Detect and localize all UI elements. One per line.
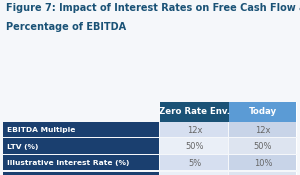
Text: 10%: 10%	[254, 159, 272, 168]
Text: 12x: 12x	[187, 126, 202, 135]
Bar	[3, 172, 160, 175]
Bar	[160, 155, 230, 172]
Bar	[3, 102, 297, 175]
Bar	[3, 154, 297, 155]
Bar	[230, 102, 296, 122]
Text: LTV (%): LTV (%)	[7, 144, 38, 150]
Bar	[160, 102, 230, 122]
Text: Today: Today	[249, 107, 277, 116]
Text: 12x: 12x	[255, 126, 271, 135]
Bar	[229, 155, 230, 172]
Bar	[160, 122, 230, 138]
Text: Illustrative Interest Rate (%): Illustrative Interest Rate (%)	[7, 160, 129, 166]
Text: 50%: 50%	[254, 142, 272, 151]
Bar	[3, 122, 160, 138]
Bar	[159, 155, 160, 172]
Bar	[229, 138, 230, 155]
Bar	[159, 138, 160, 155]
Text: Percentage of EBITDA: Percentage of EBITDA	[6, 22, 126, 32]
Text: 50%: 50%	[186, 142, 204, 151]
Bar	[159, 122, 160, 138]
Bar	[3, 138, 160, 155]
Text: EBITDA Multiple: EBITDA Multiple	[7, 127, 75, 133]
Bar	[159, 172, 160, 175]
Text: 5%: 5%	[188, 159, 202, 168]
Bar	[230, 138, 296, 155]
Bar	[229, 172, 230, 175]
Bar	[229, 122, 230, 138]
Bar	[160, 138, 230, 155]
Bar	[3, 102, 160, 122]
Bar	[160, 172, 230, 175]
Bar	[230, 155, 296, 172]
Bar	[3, 170, 297, 172]
Bar	[3, 137, 297, 138]
Bar	[3, 155, 160, 172]
Text: Figure 7: Impact of Interest Rates on Free Cash Flow as: Figure 7: Impact of Interest Rates on Fr…	[6, 3, 300, 13]
Bar	[230, 122, 296, 138]
Bar	[230, 172, 296, 175]
Text: Zero Rate Env.: Zero Rate Env.	[159, 107, 230, 116]
